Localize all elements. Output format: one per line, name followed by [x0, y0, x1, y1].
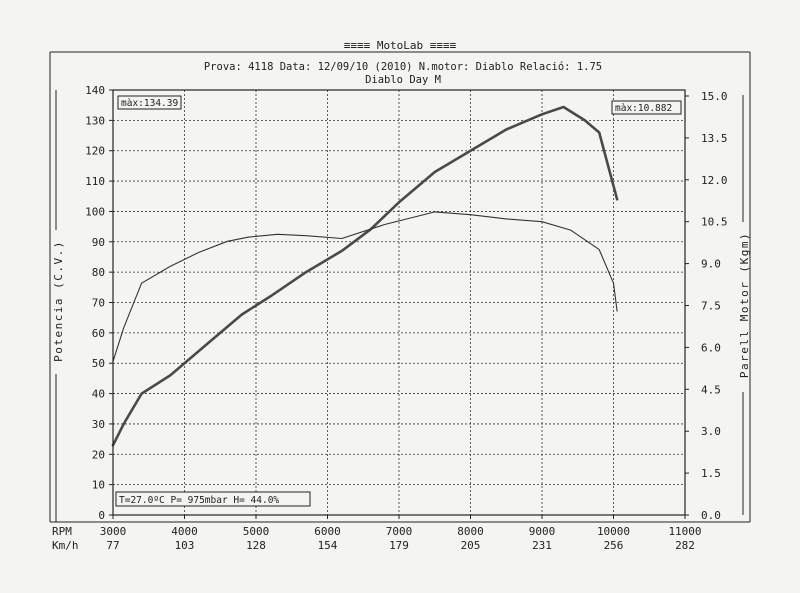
right-tick-label: 12.0 [701, 174, 728, 187]
power-max-label: màx:134.39 [121, 98, 178, 109]
right-tick-label: 4.5 [701, 383, 721, 396]
kmh-tick-label: 205 [461, 539, 481, 552]
left-tick-label: 140 [85, 84, 105, 97]
power-curve [111, 105, 619, 447]
chart-grid [113, 90, 685, 515]
header-info-line: Prova: 4118 Data: 12/09/10 (2010) N.moto… [204, 61, 602, 73]
left-tick-label: 10 [92, 479, 105, 492]
kmh-tick-label: 256 [604, 539, 624, 552]
rpm-tick-label: 8000 [457, 525, 484, 538]
left-tick-label: 120 [85, 145, 105, 158]
left-tick-label: 20 [92, 448, 105, 461]
rpm-tick-label: 9000 [529, 525, 556, 538]
right-tick-label: 9.0 [701, 258, 721, 271]
kmh-tick-label: 77 [106, 539, 119, 552]
rpm-label: RPM [52, 525, 72, 538]
left-tick-label: 60 [92, 327, 105, 340]
plot-frame [112, 89, 686, 516]
kmh-tick-label: 103 [175, 539, 195, 552]
kmh-tick-label: 128 [246, 539, 266, 552]
right-tick-label: 13.5 [701, 132, 728, 145]
torque-max-box [611, 100, 682, 115]
right-tick-label: 6.0 [701, 341, 721, 354]
torque-curve [112, 211, 618, 362]
left-tick-label: 40 [92, 388, 105, 401]
rpm-tick-label: 5000 [243, 525, 270, 538]
rpm-tick-label: 7000 [386, 525, 413, 538]
chart-ticks: 3000774000103500012860001547000179800020… [85, 84, 727, 552]
right-tick-label: 3.0 [701, 425, 721, 438]
kmh-label: Km/h [52, 539, 79, 552]
left-tick-label: 80 [92, 266, 105, 279]
left-tick-label: 0 [98, 509, 105, 522]
left-tick-label: 130 [85, 114, 105, 127]
torque-max-label: màx:10.882 [615, 103, 672, 114]
chart-series [111, 105, 619, 447]
left-tick-label: 50 [92, 357, 105, 370]
rpm-tick-label: 10000 [597, 525, 630, 538]
right-tick-label: 0.0 [701, 509, 721, 522]
kmh-tick-label: 282 [675, 539, 695, 552]
right-tick-label: 7.5 [701, 300, 721, 313]
kmh-tick-label: 154 [318, 539, 338, 552]
kmh-tick-label: 179 [389, 539, 409, 552]
power-max-box [117, 95, 182, 110]
left-tick-label: 90 [92, 236, 105, 249]
left-tick-label: 70 [92, 297, 105, 310]
left-axis-title: Potencia (C.V.) [52, 240, 65, 362]
conditions-box [115, 491, 311, 507]
rpm-tick-label: 11000 [668, 525, 701, 538]
kmh-tick-label: 231 [532, 539, 552, 552]
header-title: ≡≡≡≡ MotoLab ≡≡≡≡ [344, 39, 457, 52]
right-tick-label: 10.5 [701, 216, 728, 229]
left-tick-label: 30 [92, 418, 105, 431]
rpm-tick-label: 3000 [100, 525, 127, 538]
right-axis-title: Parell Motor (Kgm) [738, 232, 751, 378]
rpm-tick-label: 6000 [314, 525, 341, 538]
right-tick-label: 15.0 [701, 90, 728, 103]
right-tick-label: 1.5 [701, 467, 721, 480]
rpm-tick-label: 4000 [171, 525, 198, 538]
left-tick-label: 110 [85, 175, 105, 188]
header-subtitle: Diablo Day M [365, 74, 441, 86]
conditions-label: T=27.0ºC P= 975mbar H= 44.0% [119, 495, 279, 506]
left-tick-label: 100 [85, 205, 105, 218]
